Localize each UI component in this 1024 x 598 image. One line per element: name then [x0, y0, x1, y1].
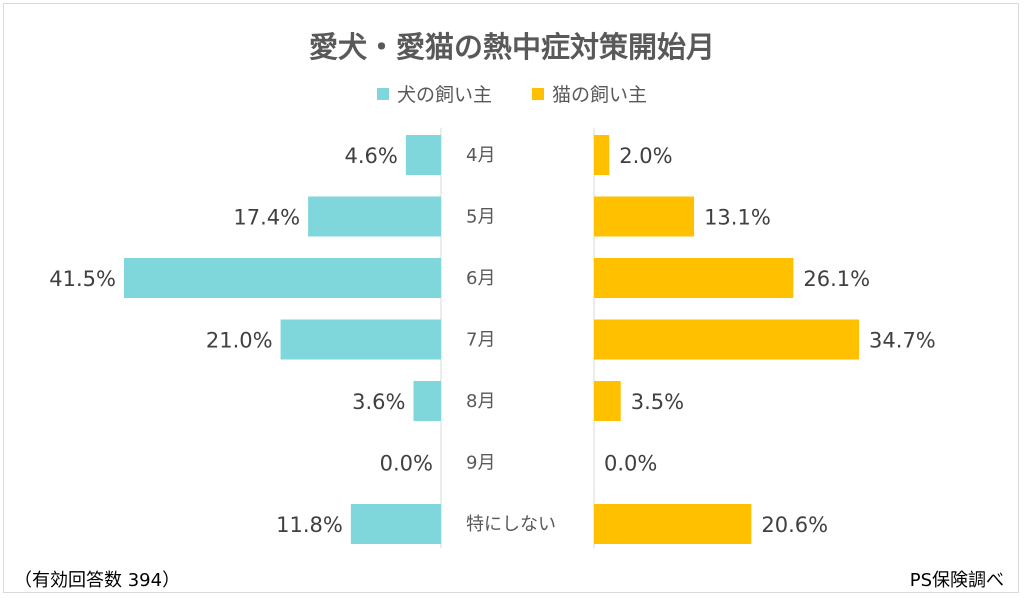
cat-value-label: 34.7%	[869, 329, 936, 353]
cat-value-label: 26.1%	[803, 267, 870, 291]
respondent-count-note: （有効回答数 394）	[14, 570, 181, 591]
source-note: PS保険調べ	[909, 570, 1004, 591]
legend-swatch-dog	[376, 87, 389, 100]
dog-bar	[124, 258, 441, 298]
dog-value-label: 41.5%	[49, 267, 116, 291]
dog-bar	[308, 196, 441, 237]
cat-bar	[594, 381, 621, 421]
legend: 犬の飼い主 猫の飼い主	[0, 80, 1024, 107]
category-label: 特にしない	[466, 514, 556, 535]
legend-label-dog: 犬の飼い主	[396, 84, 492, 106]
dog-bar	[350, 504, 441, 544]
cat-value-label: 0.0%	[604, 452, 657, 476]
dog-bar	[280, 319, 441, 360]
dog-value-label: 3.6%	[352, 390, 405, 414]
cat-value-label: 13.1%	[704, 206, 771, 230]
category-label: 8月	[466, 391, 495, 412]
cat-value-label: 2.0%	[619, 144, 672, 168]
cat-value-label: 20.6%	[761, 513, 828, 537]
cat-bar	[594, 258, 794, 298]
cat-bar	[594, 196, 695, 237]
cat-bar	[594, 135, 610, 175]
cat-bar	[594, 504, 752, 544]
dog-bar	[405, 135, 441, 175]
category-label: 6月	[466, 268, 495, 289]
dog-value-label: 4.6%	[345, 144, 398, 168]
legend-swatch-cat	[532, 87, 544, 100]
category-label: 9月	[466, 453, 495, 474]
legend-item-dog: 犬の飼い主	[376, 80, 492, 107]
dog-value-label: 0.0%	[380, 452, 433, 476]
chart-title: 愛犬・愛猫の熱中症対策開始月	[308, 30, 715, 64]
category-label: 7月	[466, 330, 495, 351]
legend-label-cat: 猫の飼い主	[552, 84, 648, 106]
legend-item-cat: 猫の飼い主	[532, 80, 647, 107]
dog-bar	[413, 381, 441, 421]
dog-value-label: 17.4%	[233, 206, 300, 230]
category-label: 5月	[466, 207, 495, 228]
cat-value-label: 3.5%	[631, 390, 684, 414]
dog-value-label: 21.0%	[206, 329, 273, 353]
category-label: 4月	[466, 145, 495, 166]
dog-value-label: 11.8%	[276, 513, 343, 537]
cat-bar	[594, 319, 860, 360]
